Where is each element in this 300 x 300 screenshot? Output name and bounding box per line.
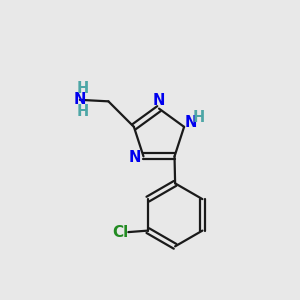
Text: Cl: Cl [112,225,128,240]
Text: N: N [74,92,86,107]
Text: H: H [77,81,89,96]
Text: N: N [184,115,197,130]
Text: N: N [153,93,165,108]
Text: H: H [77,104,89,119]
Text: N: N [129,150,141,165]
Text: H: H [193,110,205,125]
